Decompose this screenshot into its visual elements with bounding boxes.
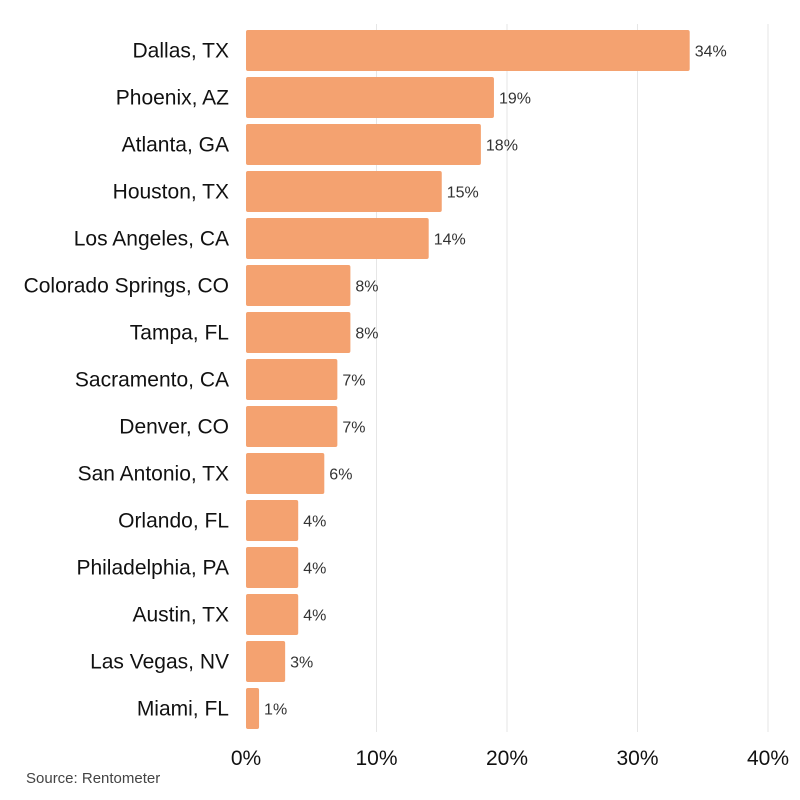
- category-labels: Dallas, TX Phoenix, AZ Atlanta, GA Houston,…: [24, 40, 230, 721]
- category-label: Colorado Springs, CO: [24, 275, 229, 298]
- gridlines: [376, 24, 769, 732]
- category-label: Denver, CO: [119, 416, 229, 439]
- bar: [246, 77, 494, 118]
- data-label: 18%: [486, 138, 518, 155]
- bar: [246, 594, 299, 635]
- bar: [246, 218, 429, 259]
- x-axis-ticks: 0% 10% 20% 30% 40%: [231, 747, 789, 770]
- bar: [246, 359, 338, 400]
- bar: [246, 547, 299, 588]
- category-label: Philadelphia, PA: [76, 557, 229, 580]
- category-label: San Antonio, TX: [78, 463, 229, 486]
- category-label: Los Angeles, CA: [74, 228, 229, 251]
- bar: [246, 312, 351, 353]
- category-label: Dallas, TX: [133, 40, 229, 63]
- data-label: 1%: [264, 702, 287, 719]
- category-label: Tampa, FL: [130, 322, 229, 345]
- category-label: Orlando, FL: [118, 510, 229, 533]
- data-label: 19%: [499, 91, 531, 108]
- data-label: 3%: [290, 655, 313, 672]
- bar: [246, 453, 325, 494]
- bar: [246, 688, 260, 729]
- category-label: Austin, TX: [133, 604, 230, 627]
- data-label: 14%: [434, 232, 466, 249]
- data-label: 8%: [355, 326, 378, 343]
- bar: [246, 30, 690, 71]
- x-tick-label: 10%: [355, 747, 397, 770]
- data-label: 7%: [342, 420, 365, 437]
- data-label: 6%: [329, 467, 352, 484]
- x-tick-label: 30%: [616, 747, 658, 770]
- data-label: 8%: [355, 279, 378, 296]
- bar: [246, 124, 481, 165]
- category-label: Miami, FL: [137, 698, 229, 721]
- category-label: Atlanta, GA: [122, 134, 229, 157]
- x-tick-label: 20%: [486, 747, 528, 770]
- category-label: Phoenix, AZ: [116, 87, 229, 110]
- category-label: Houston, TX: [113, 181, 229, 204]
- data-label: 4%: [303, 514, 326, 531]
- bar: [246, 406, 338, 447]
- source-note: Source: Rentometer: [26, 770, 161, 787]
- x-tick-label: 40%: [747, 747, 789, 770]
- data-labels: 34% 19% 18% 15% 14% 8% 8% 7% 7% 6% 4% 4% 4% 3% 1%: [264, 44, 727, 719]
- bar: [246, 171, 442, 212]
- category-label: Las Vegas, NV: [90, 651, 229, 674]
- data-label: 4%: [303, 561, 326, 578]
- data-label: 4%: [303, 608, 326, 625]
- category-label: Sacramento, CA: [75, 369, 229, 392]
- data-label: 15%: [447, 185, 479, 202]
- bar: [246, 500, 299, 541]
- data-label: 7%: [342, 373, 365, 390]
- x-tick-label: 0%: [231, 747, 261, 770]
- bar: [246, 265, 351, 306]
- bars: [246, 30, 690, 729]
- bar: [246, 641, 286, 682]
- data-label: 34%: [695, 44, 727, 61]
